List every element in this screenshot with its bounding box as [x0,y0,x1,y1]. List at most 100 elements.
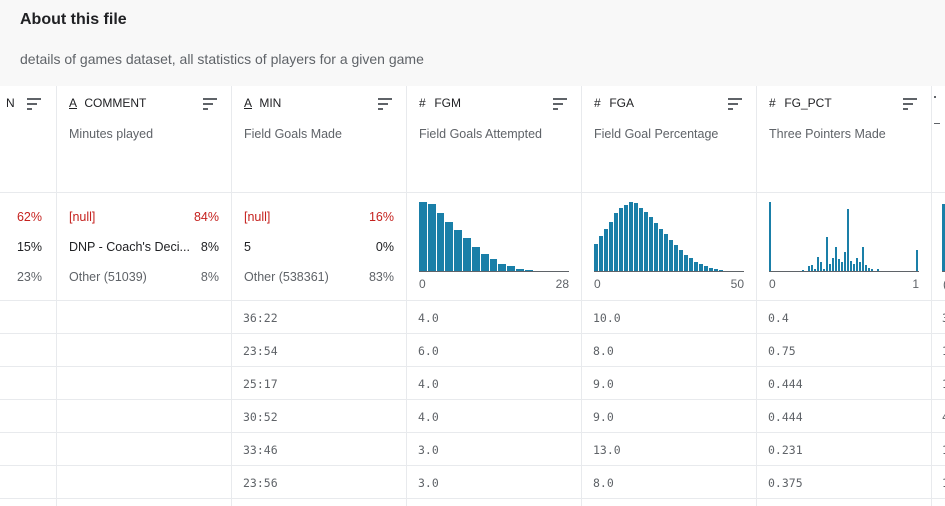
table-cell: 9.0 [593,377,614,391]
histogram-bar[interactable] [629,202,633,272]
column-header[interactable]: A COMMENT [69,96,146,110]
column-description: Field Goals Attempted [419,127,542,141]
histogram-bar[interactable] [604,228,608,272]
histogram-bar[interactable] [719,269,723,272]
histogram-bar[interactable] [817,256,819,272]
histogram-bar[interactable] [516,268,524,272]
histogram-bar[interactable] [427,204,436,272]
column-fga: # FGA Field Goal Percentage 0 50 [581,86,756,506]
histogram-bar[interactable] [820,261,822,272]
table-cell: 1 [942,476,945,490]
sort-icon[interactable] [203,98,217,110]
table-cell: 3.0 [418,476,439,490]
partial-description [934,123,940,124]
histogram-bar[interactable] [694,261,698,272]
histogram-bar[interactable] [847,209,849,272]
row-divider [0,333,945,334]
numeric-type-icon: # [419,96,426,110]
histogram-bar[interactable] [507,266,516,272]
sort-icon[interactable] [728,98,742,110]
histogram-bar[interactable] [471,246,480,272]
table-cell: 25:17 [243,377,278,391]
histogram-bar[interactable] [814,268,816,272]
histogram-bar[interactable] [664,234,668,272]
histogram-bar[interactable] [436,212,445,272]
histogram-bar[interactable] [599,235,603,272]
column-fg-pct: # FG_PCT Three Pointers Made 0 1 [756,86,931,506]
histogram-bar[interactable] [802,269,804,272]
histogram-bar[interactable] [704,266,708,272]
histogram-bar[interactable] [679,250,683,272]
histogram-bar[interactable] [639,207,643,272]
histogram-bar[interactable] [808,266,810,272]
histogram-bar[interactable] [463,238,471,272]
stat-pct: 8% [200,240,219,254]
table-cell: 0.444 [768,377,803,391]
histogram-bar[interactable] [841,262,843,272]
column-partial-right: ( 3 1 1 4 1 1 [931,86,945,506]
histogram-bar[interactable] [684,254,688,272]
table-cell: 0.231 [768,443,803,457]
sort-icon[interactable] [903,98,917,110]
histogram-bar[interactable] [614,212,618,272]
histogram-bar[interactable] [594,244,598,272]
table-cell: 9.0 [593,410,614,424]
histogram-bar[interactable] [644,211,648,272]
histogram-bar[interactable] [654,223,658,272]
histogram-bar[interactable] [856,258,858,272]
histogram-bar[interactable] [454,230,463,272]
histogram-bar[interactable] [634,203,638,272]
histogram-bar[interactable] [649,217,653,272]
histogram-bar[interactable] [769,202,771,272]
stat-label: DNP - Coach's Deci... [69,240,190,254]
histogram-bar[interactable] [419,202,427,272]
histogram-bar[interactable] [669,239,673,272]
histogram-bar[interactable] [829,263,831,272]
row-divider [0,300,945,301]
histogram-bar[interactable] [609,221,613,272]
histogram-bar[interactable] [699,264,703,272]
histogram-bar[interactable] [916,249,918,272]
stat-label: [null] [69,210,96,224]
sort-icon[interactable] [378,98,392,110]
histogram-bar[interactable] [674,245,678,272]
histogram-bar[interactable] [445,221,454,272]
histogram-bar[interactable] [871,269,873,272]
histogram-bar[interactable] [524,269,533,272]
column-header[interactable]: # FGA [594,96,634,110]
histogram-bar[interactable] [859,262,861,272]
histogram-bar[interactable] [838,259,840,272]
histogram-bar[interactable] [862,246,864,272]
sort-icon[interactable] [553,98,567,110]
column-name: FGM [434,96,462,110]
column-header[interactable]: # FG_PCT [769,96,832,110]
table-cell: 10.0 [593,311,621,325]
histogram-bar[interactable] [865,265,867,272]
sort-icon[interactable] [27,98,41,110]
column-header[interactable]: A MIN [244,96,281,110]
histogram-bar[interactable] [826,237,828,272]
histogram-bar[interactable] [480,253,489,272]
column-header[interactable]: # FGM [419,96,461,110]
histogram-bar[interactable] [709,267,713,272]
histogram-bar[interactable] [619,207,623,272]
histogram-bar[interactable] [823,269,825,272]
histogram-bar[interactable] [624,204,628,272]
histogram-bar[interactable] [689,258,693,272]
stat-label: 5 [244,240,251,254]
histogram-bar[interactable] [835,246,837,272]
histogram-bar[interactable] [850,260,852,272]
histogram-bar[interactable] [811,265,813,272]
histogram-bar[interactable] [868,267,870,272]
histogram-bar[interactable] [877,269,879,272]
histogram-bar[interactable] [832,258,834,272]
histogram-axis [769,271,919,272]
histogram-bar[interactable] [489,259,498,272]
table-cell: 6.0 [418,344,439,358]
histogram-bar[interactable] [498,263,507,272]
histogram-bar[interactable] [853,263,855,272]
histogram-bar[interactable] [844,252,846,272]
histogram-bar[interactable] [714,269,718,272]
partial-stat-pct: 62% [16,210,42,224]
histogram-bar[interactable] [659,228,663,272]
